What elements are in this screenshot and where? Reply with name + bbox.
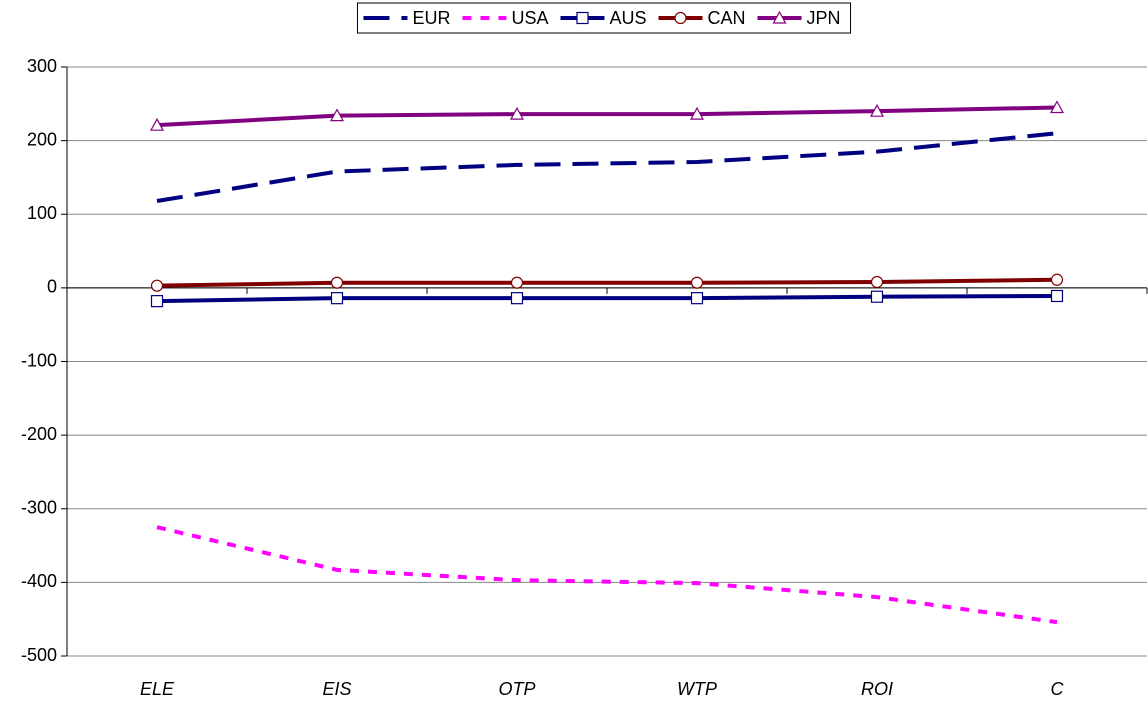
point-marker [869, 103, 885, 117]
x-tick-label: EIS [322, 679, 351, 699]
point-marker [870, 275, 884, 289]
series-line [156, 525, 1058, 625]
y-tick-label: -100 [21, 350, 57, 370]
point-marker [1049, 100, 1065, 114]
y-tick-label: 0 [47, 277, 57, 297]
legend-label: CAN [708, 8, 746, 28]
series-line [156, 277, 1058, 288]
x-tick-label: ELE [140, 679, 175, 699]
point-marker [509, 106, 525, 120]
x-tick-label: C [1051, 679, 1065, 699]
point-marker [150, 279, 164, 292]
y-tick-label: 300 [27, 56, 57, 76]
point-marker [510, 292, 524, 305]
point-marker [150, 295, 164, 308]
point-marker [690, 292, 704, 305]
y-tick-label: -200 [21, 424, 57, 444]
series-line [156, 105, 1058, 128]
point-marker [149, 117, 165, 131]
legend-label: EUR [412, 8, 450, 28]
point-marker [1050, 273, 1064, 286]
x-tick-label: WTP [677, 679, 717, 699]
y-tick-label: 200 [27, 129, 57, 149]
legend-marker [772, 10, 787, 24]
point-marker [870, 290, 884, 303]
y-tick-label: 100 [27, 203, 57, 223]
point-marker [330, 276, 344, 289]
legend-label: JPN [807, 8, 841, 28]
legend-marker [674, 11, 687, 25]
y-tick-label: -400 [21, 571, 57, 591]
point-marker [689, 106, 705, 120]
x-tick-label: OTP [498, 679, 535, 699]
point-marker [510, 276, 524, 289]
legend-label: USA [511, 8, 548, 28]
point-marker [690, 276, 704, 289]
legend-label: AUS [609, 8, 646, 28]
y-tick-label: -300 [21, 498, 57, 518]
y-tick-label: -500 [21, 645, 57, 665]
point-marker [329, 108, 345, 122]
series-line [156, 293, 1058, 304]
legend-marker [576, 11, 589, 25]
point-marker [1050, 289, 1064, 303]
series-line [156, 131, 1058, 203]
point-marker [330, 292, 344, 305]
x-tick-label: ROI [861, 679, 893, 699]
